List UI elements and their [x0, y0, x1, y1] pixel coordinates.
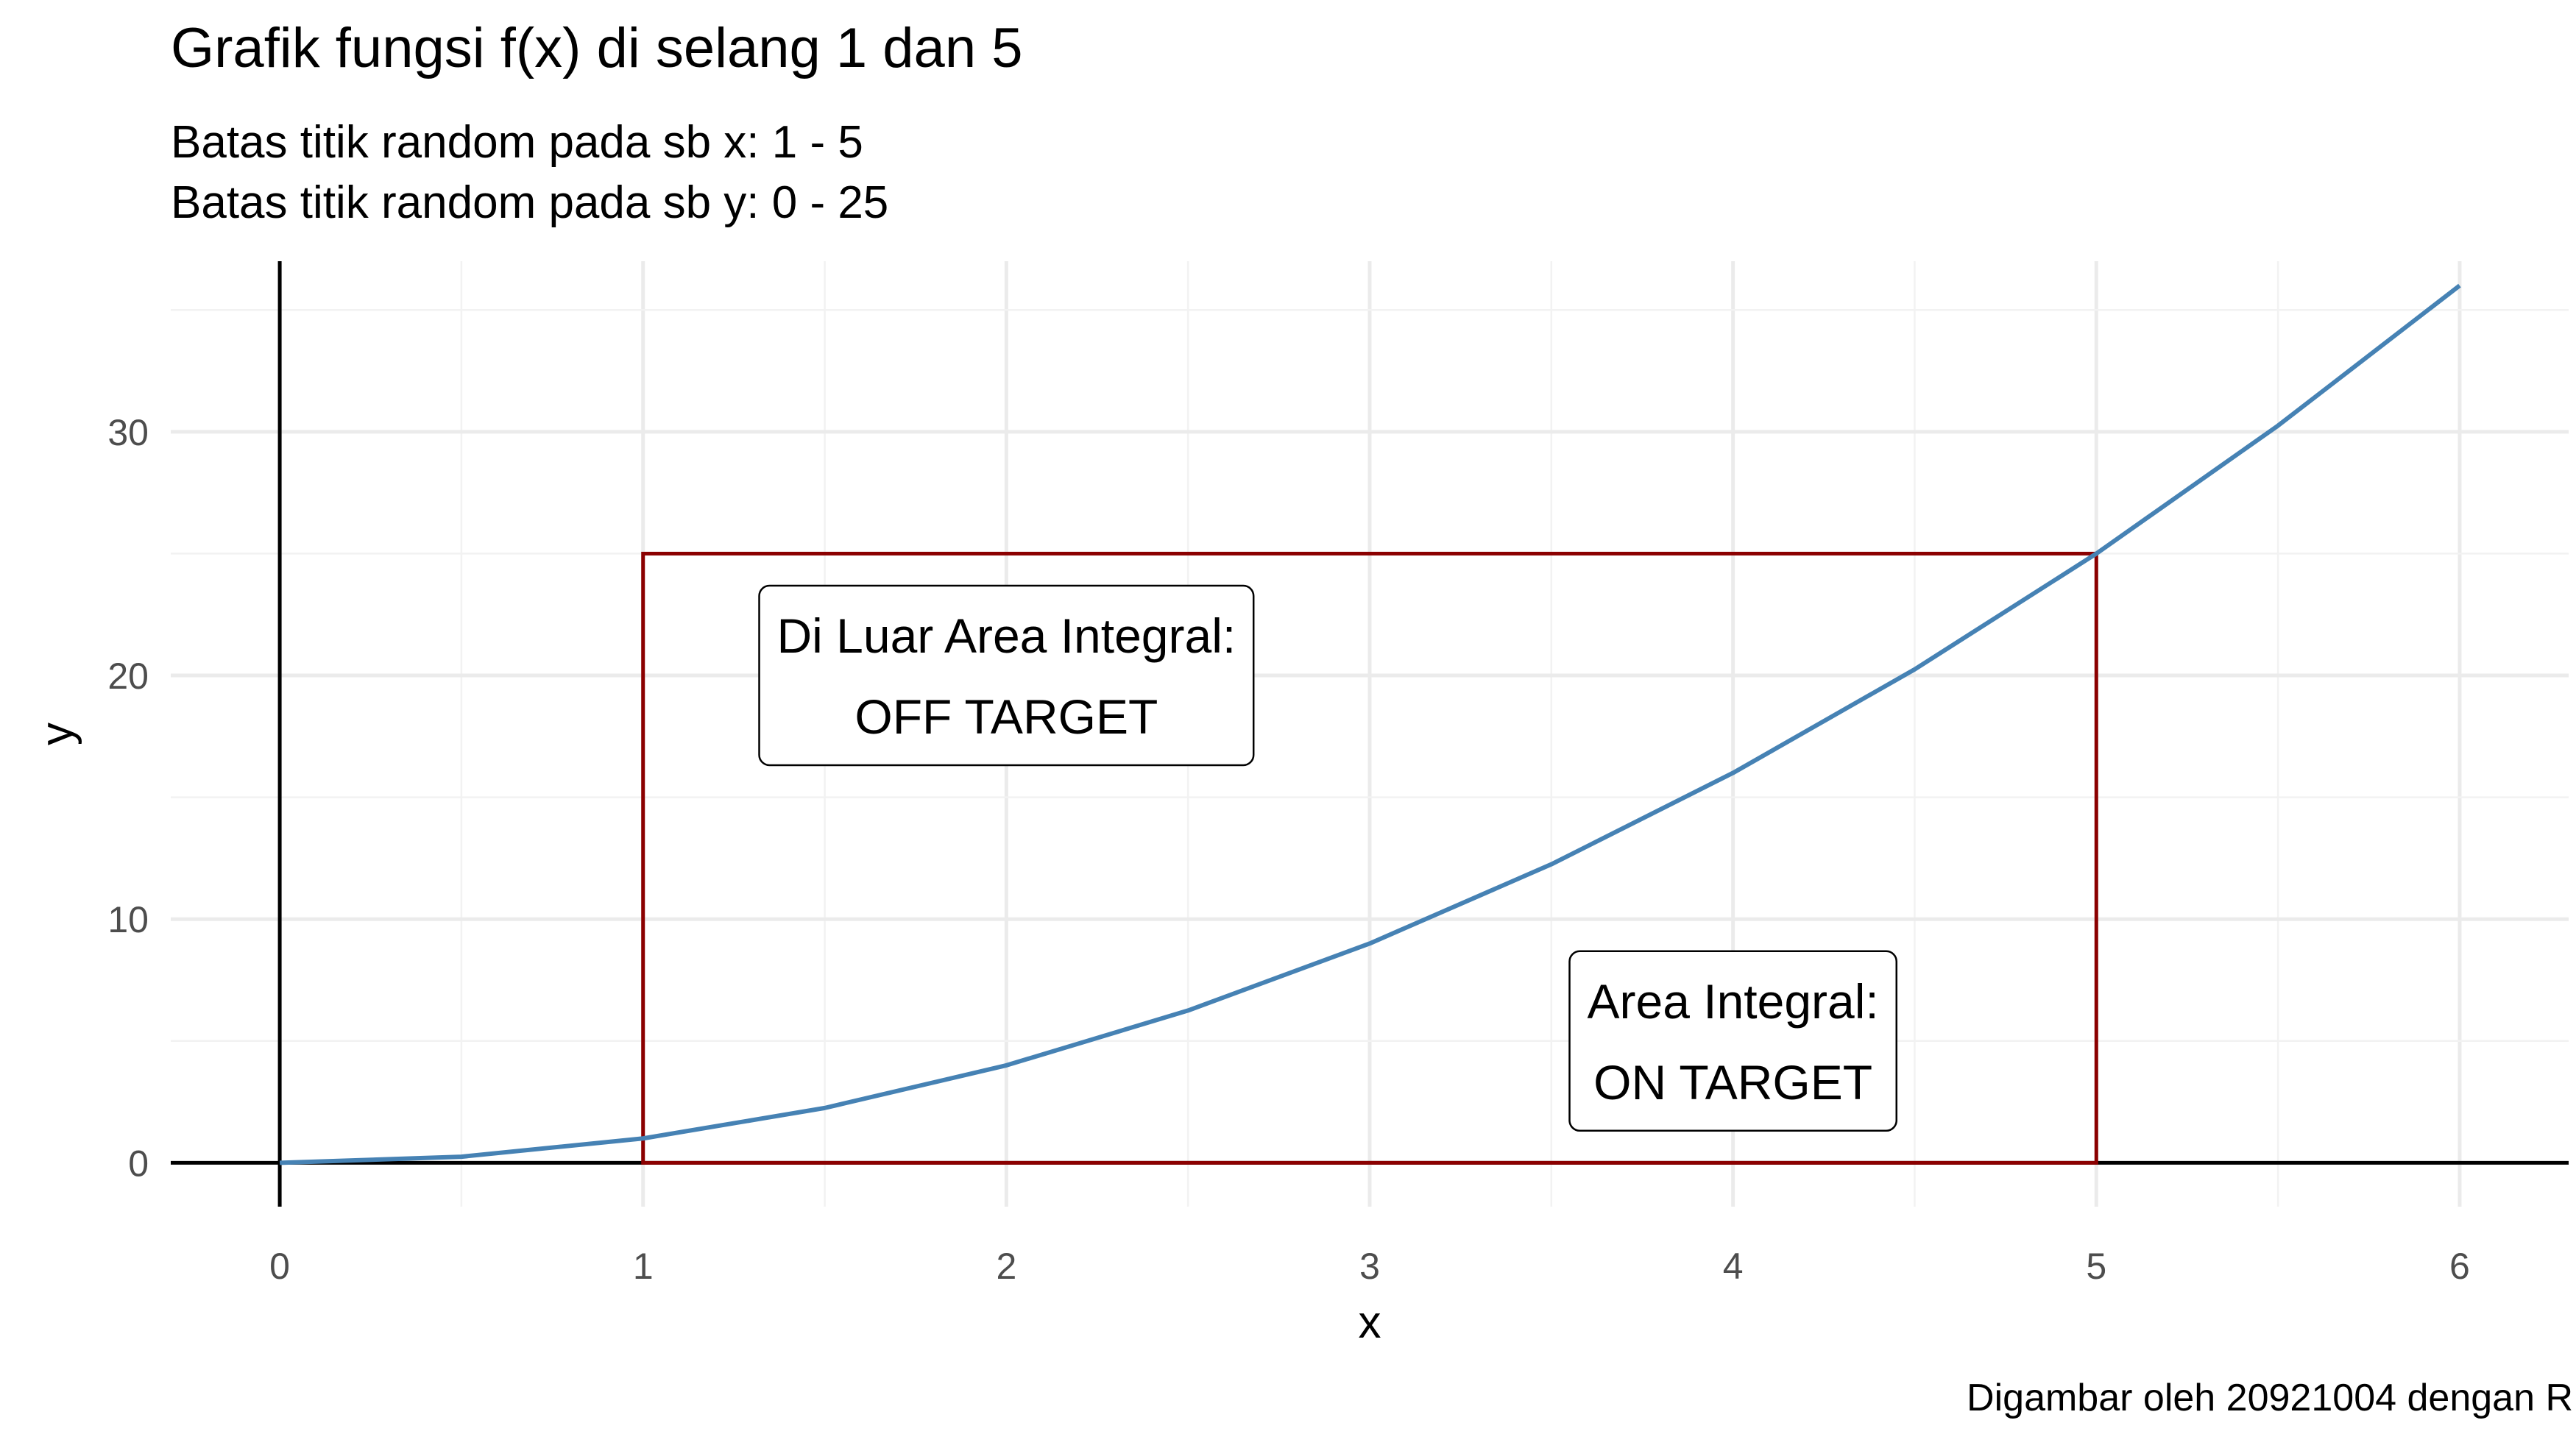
y-tick-label: 20	[107, 656, 149, 697]
x-tick-label: 5	[2086, 1246, 2106, 1287]
chart-subtitle-x-range: Batas titik random pada sb x: 1 - 5	[171, 117, 863, 168]
y-tick-label: 10	[107, 899, 149, 940]
y-tick-label: 30	[107, 412, 149, 453]
y-tick-label: 0	[128, 1143, 149, 1184]
annotation-text-0-0: Di Luar Area Integral:	[777, 608, 1236, 663]
x-tick-label: 0	[269, 1246, 290, 1287]
chart-subtitle-y-range: Batas titik random pada sb y: 0 - 25	[171, 177, 889, 228]
x-tick-label: 4	[1723, 1246, 1744, 1287]
chart-caption: Digambar oleh 20921004 dengan R	[1967, 1377, 2573, 1419]
annotation-text-1-1: ON TARGET	[1593, 1055, 1872, 1110]
y-axis-title: y	[32, 723, 82, 745]
series-layer	[279, 283, 2461, 1165]
annotation-box-0	[758, 584, 1255, 767]
annotations: Di Luar Area Integral: OFF TARGET Area Int…	[758, 584, 1898, 1132]
integration-bounds-rect	[641, 551, 2098, 1165]
annotation-label-1: Area Integral: ON TARGET	[1568, 950, 1898, 1132]
x-tick-label: 2	[996, 1246, 1016, 1287]
annotation-label-0: Di Luar Area Integral: OFF TARGET	[758, 584, 1255, 767]
x-axis-title: x	[1359, 1297, 1381, 1348]
integration-rectangle	[641, 551, 2098, 1165]
x-tick-label: 1	[633, 1246, 654, 1287]
annotation-text-0-1: OFF TARGET	[854, 689, 1158, 744]
tick-labels: 0 1 2 3 4 5 6 0 10 20 30	[107, 412, 2469, 1287]
annotation-text-1-0: Area Integral:	[1588, 974, 1879, 1029]
grid-lines	[171, 261, 2569, 1207]
x-tick-label: 3	[1359, 1246, 1380, 1287]
x-tick-label: 6	[2449, 1246, 2470, 1287]
annotation-box-1	[1568, 950, 1898, 1132]
chart-title: Grafik fungsi f(x) di selang 1 dan 5	[171, 17, 1023, 79]
series-line-0	[279, 283, 2461, 1165]
